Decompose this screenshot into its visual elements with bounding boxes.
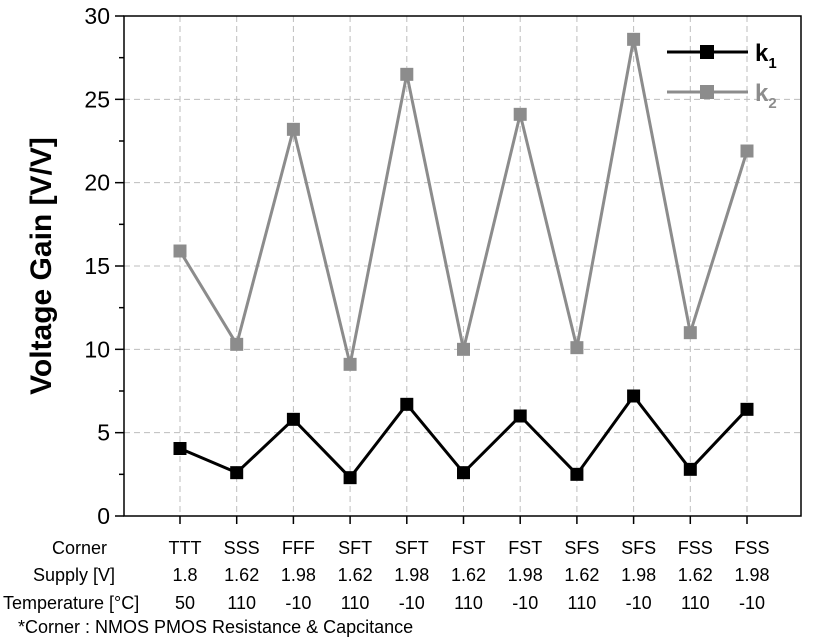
data-point-k1 <box>457 466 470 480</box>
data-point-k1 <box>173 442 187 455</box>
table-cell: SSS <box>224 538 260 558</box>
table-row-label: Supply [V] <box>33 565 115 585</box>
table-cell: -10 <box>285 593 311 613</box>
legend-subscript: 2 <box>768 95 776 112</box>
legend: k1 k2 <box>667 40 777 112</box>
table-cell: 1.62 <box>678 565 713 585</box>
table-cell: TTT <box>169 538 202 558</box>
table-cell: 1.98 <box>508 565 543 585</box>
data-point-k1 <box>286 412 300 426</box>
data-point-k1 <box>740 402 754 416</box>
y-tick-label: 20 <box>84 170 110 196</box>
table-cell: FST <box>452 538 486 558</box>
data-point-k1 <box>343 471 357 485</box>
legend-marker-k1 <box>700 45 714 59</box>
data-point-k1 <box>627 389 641 403</box>
table-cell: SFT <box>338 538 372 558</box>
table-cell: 1.62 <box>451 565 486 585</box>
y-tick-label: 25 <box>84 86 110 112</box>
table-cell: SFT <box>395 538 429 558</box>
legend-marker-k2 <box>700 85 714 99</box>
data-point-k2 <box>513 107 527 121</box>
data-point-k1 <box>400 397 414 411</box>
y-tick-label: 0 <box>97 503 110 529</box>
data-series <box>173 32 754 485</box>
data-point-k2 <box>683 326 697 340</box>
legend-label-k2: k2 <box>755 80 777 112</box>
table-cell: 50 <box>175 593 195 613</box>
table-cell: FFF <box>282 538 315 558</box>
table-cell: SFS <box>564 538 599 558</box>
y-axis-label: Voltage Gain [V/V] <box>25 137 58 395</box>
table-cell: 110 <box>681 593 710 613</box>
table-cell: 1.62 <box>564 565 599 585</box>
table-cell: -10 <box>739 593 765 613</box>
grid-lines <box>124 16 801 516</box>
y-tick-label: 15 <box>84 253 110 279</box>
corner-table: Corner TTT SSS FFF SFT SFT FST FST SFS SFS FSS FSS S… <box>3 538 770 613</box>
table-cell: 1.8 <box>172 565 197 585</box>
table-cell: 1.98 <box>734 565 769 585</box>
data-point-k1 <box>570 467 584 481</box>
data-point-k1 <box>683 462 697 476</box>
legend-label-k1: k1 <box>755 40 777 72</box>
data-point-k2 <box>457 342 470 356</box>
table-row-label: Temperature [°C] <box>3 593 139 613</box>
data-point-k2 <box>343 357 357 371</box>
data-point-k2 <box>627 32 641 46</box>
table-cell: 1.98 <box>621 565 656 585</box>
table-cell: 110 <box>454 593 483 613</box>
data-point-k2 <box>400 67 414 81</box>
y-tick-label: 5 <box>97 420 110 446</box>
table-cell: 110 <box>227 593 256 613</box>
y-tick-label: 10 <box>84 336 110 362</box>
axes: 0 5 10 15 20 25 30 <box>84 3 748 529</box>
data-point-k2 <box>230 337 244 351</box>
table-cell: 110 <box>568 593 597 613</box>
footnote: *Corner : NMOS PMOS Resistance & Capcita… <box>18 617 413 637</box>
table-cell: SFS <box>621 538 656 558</box>
data-point-k2 <box>740 144 754 158</box>
table-cell: 110 <box>341 593 370 613</box>
table-cell: 1.62 <box>224 565 259 585</box>
data-point-k1 <box>230 466 244 480</box>
data-point-k1 <box>513 409 527 423</box>
table-cell: 1.98 <box>394 565 429 585</box>
legend-subscript: 1 <box>768 55 776 72</box>
data-point-k2 <box>173 244 187 258</box>
table-cell: -10 <box>626 593 652 613</box>
table-cell: FST <box>508 538 542 558</box>
data-point-k2 <box>286 122 300 136</box>
table-row-label: Corner <box>52 538 107 558</box>
table-cell: FSS <box>734 538 769 558</box>
y-tick-label: 30 <box>84 3 110 29</box>
data-point-k2 <box>570 341 584 355</box>
table-cell: 1.62 <box>338 565 373 585</box>
table-cell: 1.98 <box>281 565 316 585</box>
table-cell: FSS <box>678 538 713 558</box>
table-cell: -10 <box>512 593 538 613</box>
table-cell: -10 <box>399 593 425 613</box>
